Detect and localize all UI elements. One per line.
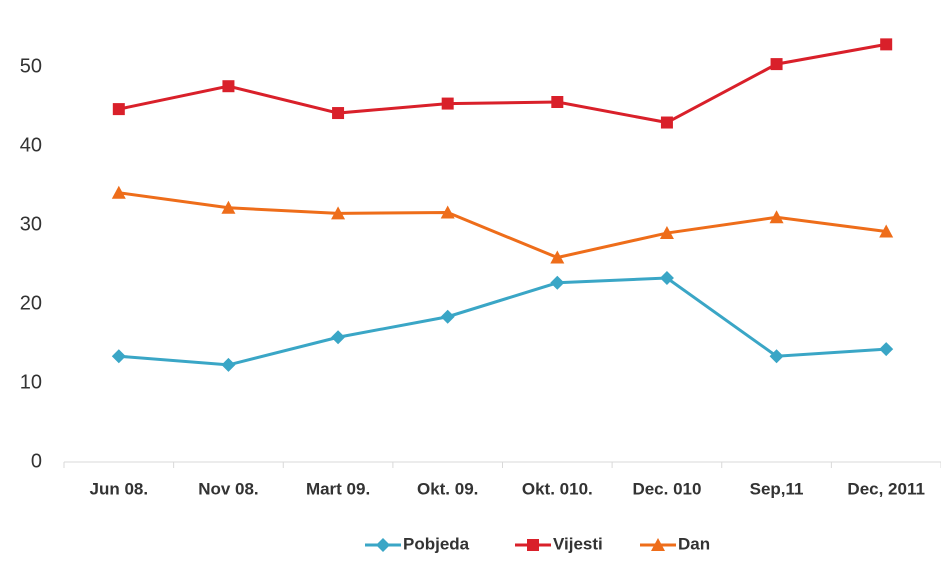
data-point (769, 349, 784, 364)
data-point (221, 357, 236, 372)
legend-marker (376, 538, 390, 552)
data-point (331, 330, 346, 345)
data-point (550, 250, 565, 264)
data-point (660, 116, 673, 129)
data-point (769, 210, 784, 224)
x-tick-label: Jun 08. (90, 479, 149, 498)
x-tick-label: Dec. 010 (632, 479, 701, 498)
y-tick-label: 0 (31, 450, 42, 472)
data-point (770, 58, 783, 71)
x-tick-label: Dec, 2011 (847, 479, 925, 498)
data-point (440, 309, 455, 324)
x-tick-label: Mart 09. (306, 479, 370, 498)
data-point (112, 103, 125, 116)
data-point (441, 97, 454, 110)
data-point (551, 96, 564, 108)
data-point (111, 349, 126, 364)
legend-marker (527, 539, 539, 551)
legend-label: Pobjeda (403, 534, 470, 553)
data-point (659, 226, 674, 240)
data-point (879, 224, 894, 238)
series-line (118, 191, 887, 260)
legend-label: Vijesti (553, 534, 603, 553)
x-tick-label: Okt. 010. (522, 479, 593, 498)
data-point (331, 206, 346, 220)
data-point (879, 342, 894, 357)
data-point (880, 38, 893, 51)
data-point (111, 185, 126, 199)
data-point (332, 107, 345, 120)
series-line (118, 42, 887, 125)
legend-marker (651, 538, 665, 551)
series-line (118, 276, 887, 367)
data-point (550, 275, 565, 290)
y-tick-label: 10 (20, 371, 42, 393)
data-point (659, 271, 674, 286)
y-tick-label: 20 (20, 292, 42, 314)
y-tick-label: 40 (20, 134, 42, 156)
data-point (440, 205, 455, 219)
x-tick-label: Okt. 09. (417, 479, 478, 498)
x-tick-label: Nov 08. (198, 479, 258, 498)
x-tick-label: Sep,11 (750, 479, 804, 498)
data-point (221, 200, 236, 214)
legend-label: Dan (678, 534, 710, 553)
y-tick-label: 50 (20, 56, 42, 78)
y-tick-label: 30 (20, 213, 42, 235)
data-point (222, 80, 235, 93)
